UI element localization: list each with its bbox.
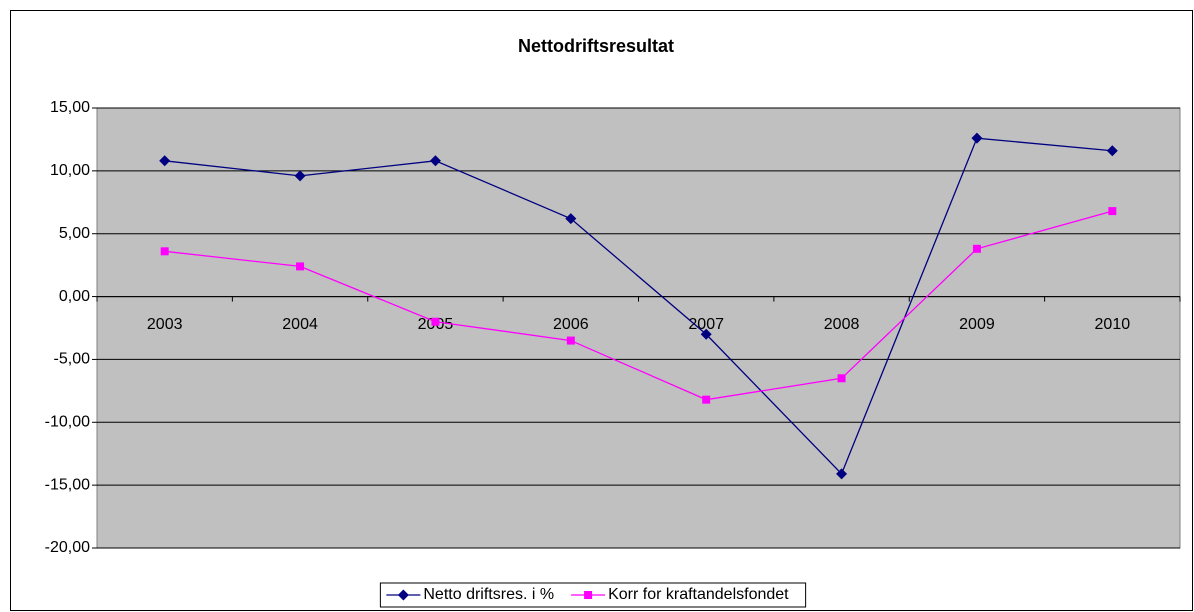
legend-marker xyxy=(397,589,409,601)
legend-label: Netto driftsres. i % xyxy=(423,586,554,603)
data-point xyxy=(700,328,712,340)
x-tick-label: 2009 xyxy=(959,316,995,333)
y-tick-label: 10,00 xyxy=(50,162,90,179)
data-point xyxy=(566,336,575,345)
legend-label: Korr for kraftandelsfondet xyxy=(608,586,789,603)
data-point xyxy=(429,155,441,167)
chart-title: Nettodriftsresultat xyxy=(518,36,674,56)
data-point xyxy=(1108,207,1117,216)
data-point xyxy=(159,155,171,167)
y-tick-label: -5,00 xyxy=(54,351,91,368)
data-point xyxy=(296,262,305,271)
data-point xyxy=(431,317,440,326)
series-line xyxy=(164,210,1113,401)
y-tick-label: 5,00 xyxy=(59,225,90,242)
x-tick-label: 2007 xyxy=(688,316,724,333)
data-point xyxy=(160,247,169,256)
data-point xyxy=(836,468,848,480)
x-tick-label: 2003 xyxy=(147,316,183,333)
data-point xyxy=(971,132,983,144)
legend-marker xyxy=(584,591,593,599)
data-point xyxy=(702,395,711,404)
x-tick-label: 2006 xyxy=(553,316,589,333)
data-point xyxy=(565,213,577,225)
y-tick-label: 15,00 xyxy=(50,99,90,116)
series-line xyxy=(164,137,1113,475)
y-tick-label: -20,00 xyxy=(45,539,90,556)
plot-area xyxy=(96,107,1181,549)
data-point xyxy=(1106,145,1118,157)
y-tick-label: 0,00 xyxy=(59,288,90,305)
data-point xyxy=(972,244,981,253)
y-tick-label: -10,00 xyxy=(45,414,90,431)
data-point xyxy=(837,374,846,383)
data-point xyxy=(294,170,306,182)
x-tick-label: 2008 xyxy=(824,316,860,333)
x-tick-label: 2004 xyxy=(282,316,318,333)
x-tick-label: 2010 xyxy=(1095,316,1131,333)
y-tick-label: -15,00 xyxy=(45,476,90,493)
